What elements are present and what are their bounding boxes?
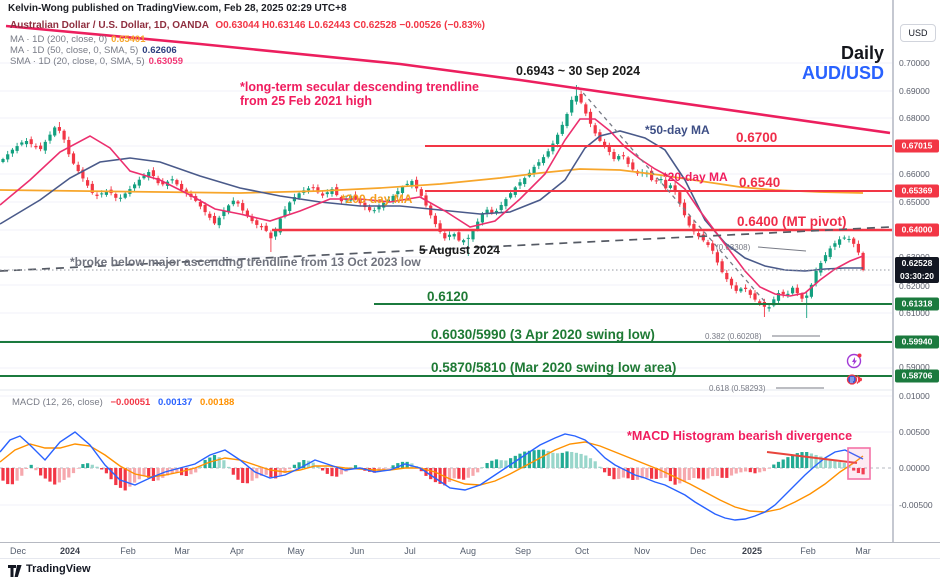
indicator-row-ma50[interactable]: MA · 1D (50, close, 0, SMA, 5) 0.62606 [10, 45, 177, 56]
ohlc-values: O0.63044 H0.63146 L0.62443 C0.62528 −0.0… [215, 20, 485, 31]
tradingview-brand-text[interactable]: TradingView [26, 563, 91, 575]
ma200-label: *200-day MA [341, 192, 413, 206]
fib-63308: (0.63308) [716, 243, 751, 252]
price-label: 0.61000 [899, 308, 930, 318]
price-label: 0.65000 [899, 197, 930, 207]
ma50-label: *50-day MA [645, 123, 710, 137]
price-label: 0.68000 [899, 113, 930, 123]
fib-382: 0.382 (0.60208) [705, 332, 762, 341]
price-badge: 0.65369 [895, 184, 939, 198]
time-label: Feb [120, 546, 136, 556]
ma20-label: *20-day MA [663, 170, 728, 184]
published-line: Kelvin-Wong published on TradingView.com… [8, 3, 347, 14]
time-scale[interactable]: Dec 2024 Feb Mar Apr May Jun Jul Aug Sep Oct Nov Dec… [0, 542, 940, 559]
price-badge: 0.67015 [895, 139, 939, 153]
time-label: Feb [800, 546, 816, 556]
macd-hist-value: −0.00051 [110, 397, 151, 408]
price-badge: 0.59940 [895, 335, 939, 349]
lightning-sticker-icon[interactable] [846, 352, 863, 369]
level-5870-label: 0.5870/5810 (Mar 2020 swing low area) [431, 360, 677, 375]
price-label: 0.69000 [899, 86, 930, 96]
price-label: 0.70000 [899, 58, 930, 68]
level-6120-label: 0.6120 [427, 289, 469, 304]
price-label: 0.00000 [899, 463, 930, 473]
ripple-flag-sticker-icon[interactable] [846, 371, 863, 388]
time-label: May [287, 546, 305, 556]
time-label: Apr [229, 546, 245, 556]
chart-watermark: Daily AUD/USD [801, 43, 884, 84]
price-badge: 0.61318 [895, 297, 939, 311]
footer-bar: TradingView [0, 558, 940, 580]
time-label: Dec [9, 546, 27, 556]
chart-canvas[interactable] [0, 0, 893, 542]
peak-label: 0.6943 ~ 30 Sep 2024 [516, 64, 641, 78]
ma200-legend-label: MA · 1D (200, close, 0) [10, 34, 108, 45]
time-label: Mar [174, 546, 190, 556]
time-label: Oct [574, 546, 590, 556]
watermark-symbol: AUD/USD [801, 62, 884, 83]
time-label: Nov [633, 546, 651, 556]
macd-line-value: 0.00137 [157, 397, 193, 408]
time-label: 2025 [741, 546, 763, 556]
time-label: Aug [459, 546, 477, 556]
price-label: 0.66000 [899, 169, 930, 179]
time-label: 2024 [59, 546, 81, 556]
level-6700-label: 0.6700 [736, 130, 778, 145]
watermark-timeframe: Daily [840, 43, 884, 63]
price-scale[interactable]: USD 0.70000 0.69000 0.68000 0.66000 0.65000 0… [893, 0, 940, 558]
symbol-line: Australian Dollar / U.S. Dollar, 1D, OAN… [10, 20, 485, 31]
trendline-note: *long-term secular descending trendline … [240, 80, 479, 109]
price-badge: 0.62528 03:30:20 [895, 257, 939, 283]
time-label: Dec [689, 546, 707, 556]
ma200-legend-value: 0.65401 [111, 34, 146, 45]
price-label: -0.00500 [899, 500, 933, 510]
aug5-label: 5 August 2024 [419, 243, 500, 257]
macd-legend[interactable]: MACD (12, 26, close) −0.00051 0.00137 0.… [12, 397, 234, 408]
level-6540-label: 0.6540 [739, 175, 781, 190]
sma20-legend-value: 0.63059 [148, 56, 183, 67]
time-label: Jul [404, 546, 416, 556]
time-label: Mar [855, 546, 871, 556]
price-label: 0.00500 [899, 427, 930, 437]
macd-signal-value: 0.00188 [199, 397, 235, 408]
tradingview-logo-icon[interactable] [8, 564, 23, 580]
fib-618: 0.618 (0.58293) [709, 384, 766, 393]
indicator-row-sma20[interactable]: SMA · 1D (20, close, 0, SMA, 5) 0.63059 [10, 56, 183, 67]
ma50-legend-label: MA · 1D (50, close, 0, SMA, 5) [10, 45, 139, 56]
broke-note: *broke below major ascending trendline f… [70, 255, 421, 269]
sma20-legend-label: SMA · 1D (20, close, 0, SMA, 5) [10, 56, 145, 67]
level-6030-label: 0.6030/5990 (3 Apr 2020 swing low) [431, 327, 655, 342]
time-label: Sep [514, 546, 532, 556]
price-label: 0.01000 [899, 391, 930, 401]
level-6400-label: 0.6400 (MT pivot) [737, 214, 847, 229]
symbol-description[interactable]: Australian Dollar / U.S. Dollar, 1D, OAN… [10, 20, 209, 31]
ma50-legend-value: 0.62606 [142, 45, 177, 56]
price-badge: 0.64000 [895, 223, 939, 237]
time-label: Jun [349, 546, 365, 556]
price-badge: 0.58706 [895, 369, 939, 383]
price-label: 0.59000 [899, 362, 930, 372]
currency-toggle[interactable]: USD [900, 24, 936, 42]
macd-divergence-note: *MACD Histogram bearish divergence [627, 429, 853, 443]
macd-legend-label: MACD (12, 26, close) [12, 397, 103, 408]
price-label: 0.62000 [899, 281, 930, 291]
indicator-row-ma200[interactable]: MA · 1D (200, close, 0) 0.65401 [10, 34, 146, 45]
